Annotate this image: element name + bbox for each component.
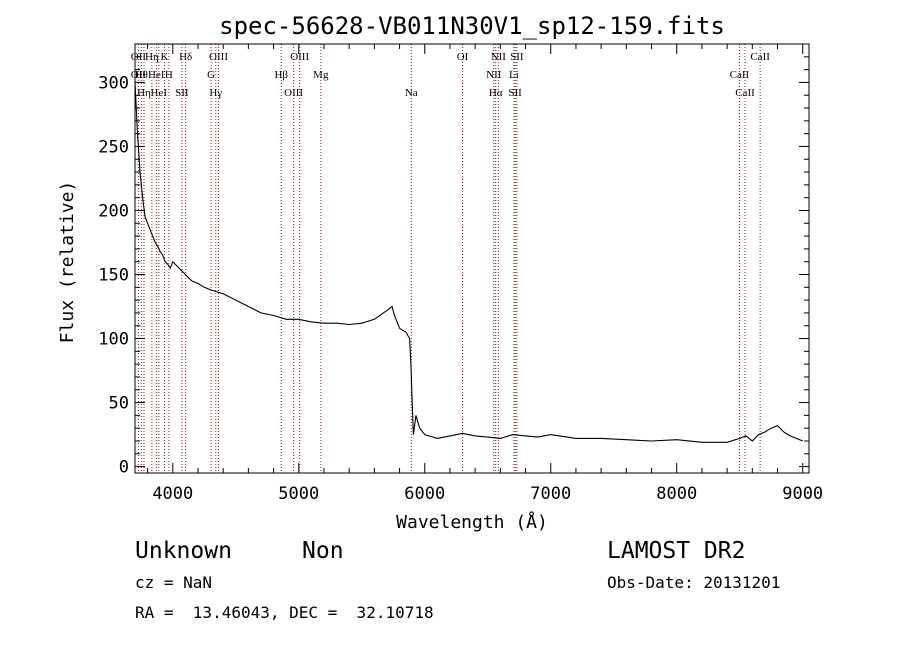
y-tick-label: 100 <box>98 330 129 350</box>
line-marker-label: K <box>161 51 169 63</box>
line-marker-label: Li <box>509 69 519 81</box>
line-marker-label: NII <box>491 51 507 63</box>
line-marker-label: Hη <box>145 51 159 63</box>
line-marker-label: NII <box>486 69 502 81</box>
emission-line-markers <box>137 44 761 473</box>
obs-date-label: Obs-Date: 20131201 <box>607 573 781 592</box>
line-marker-label: SII <box>175 87 189 99</box>
y-tick-label: 0 <box>119 458 129 478</box>
y-axis-label: Flux (relative) <box>57 181 78 344</box>
y-tick-label: 200 <box>98 201 129 221</box>
line-marker-label: Hγ <box>209 87 222 99</box>
line-marker-label: H <box>165 69 173 81</box>
y-tick-label: 50 <box>109 394 129 414</box>
x-axis-label: Wavelength (Å) <box>396 511 548 533</box>
x-tick-label: 8000 <box>656 484 697 504</box>
y-tick-label: 250 <box>98 137 129 157</box>
line-marker-label: Na <box>405 87 418 99</box>
line-marker-label: Hα <box>489 87 503 99</box>
line-marker-label: Hθ <box>135 69 148 81</box>
x-tick-label: 6000 <box>404 484 445 504</box>
x-tick-label: 9000 <box>782 484 823 504</box>
y-axis: 0 50 100 150 200 250 300 <box>98 56 809 478</box>
line-marker-label: Hη <box>137 87 151 99</box>
plot-frame <box>134 43 810 474</box>
line-marker-label: SII <box>510 51 524 63</box>
line-marker-label: Hβ <box>274 69 288 81</box>
line-marker-label: SII <box>508 87 522 99</box>
x-axis: 4000 5000 6000 7000 8000 9000 <box>147 44 823 504</box>
line-marker-label: CaII <box>735 87 755 99</box>
line-marker-label: HeI <box>151 87 168 99</box>
y-tick-label: 300 <box>98 73 129 93</box>
line-marker-label: OIII <box>209 51 228 63</box>
object-class-label: Unknown <box>135 538 232 564</box>
line-marker-label: OIII <box>284 87 303 99</box>
coordinates-label: RA = 13.46043, DEC = 32.10718 <box>135 603 434 622</box>
object-subclass-label: Non <box>302 538 344 564</box>
line-marker-label: CaII <box>750 51 770 63</box>
line-marker-label: OIII <box>290 51 309 63</box>
spectrum-line <box>134 82 803 443</box>
redshift-label: cz = NaN <box>135 573 213 592</box>
survey-label: LAMOST DR2 <box>607 538 746 564</box>
line-marker-label: OI <box>457 51 469 63</box>
emission-line-labels: OIIOIIHθHηHηHeIHeIKHSIIHδGHγOIIIHβOIIIOI… <box>131 51 770 99</box>
y-tick-label: 150 <box>98 266 129 286</box>
x-tick-label: 5000 <box>278 484 319 504</box>
line-marker-label: Mg <box>313 69 329 81</box>
line-marker-label: CaII <box>730 69 750 81</box>
line-marker-label: Hδ <box>179 51 192 63</box>
x-tick-label: 4000 <box>152 484 193 504</box>
line-marker-label: G <box>207 69 215 81</box>
x-tick-label: 7000 <box>530 484 571 504</box>
line-marker-label: HeI <box>148 69 165 81</box>
chart-title: spec-56628-VB011N30V1_sp12-159.fits <box>219 12 725 40</box>
